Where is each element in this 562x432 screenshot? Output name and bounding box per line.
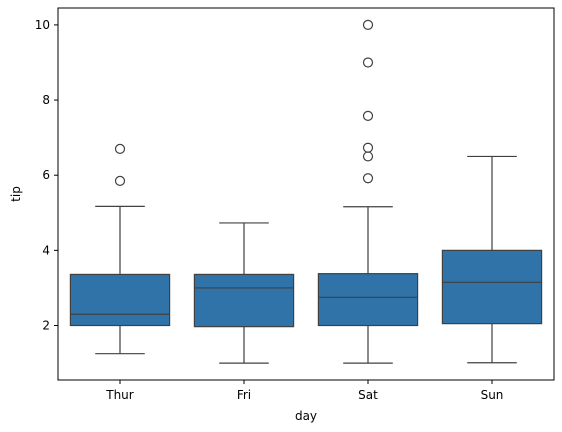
outlier-point xyxy=(362,110,374,121)
y-tick-label: 8 xyxy=(42,93,50,107)
y-axis-label: tip xyxy=(9,186,23,202)
axes-frame xyxy=(57,7,555,381)
box-group-fri xyxy=(193,222,295,364)
outlier-point xyxy=(362,57,374,68)
box-fri xyxy=(193,273,295,328)
box-sun xyxy=(441,249,543,325)
y-tick-label: 6 xyxy=(42,168,50,182)
axes: 2 4 6 8 10 Thur Fri Sat Sun xyxy=(35,18,504,402)
box-group-sun xyxy=(441,155,543,364)
x-tick-label: Sat xyxy=(358,388,378,402)
box-thur xyxy=(69,273,171,327)
box-sat xyxy=(317,273,419,327)
outlier-point xyxy=(362,19,374,31)
plot-area xyxy=(69,19,543,364)
box-group-sat xyxy=(317,19,419,364)
x-tick-label: Sun xyxy=(481,388,504,402)
x-tick-label: Thur xyxy=(105,388,134,402)
y-tick-label: 4 xyxy=(42,243,50,257)
box-group-thur xyxy=(69,143,171,355)
outlier-point xyxy=(362,142,374,153)
x-axis-label: day xyxy=(295,409,317,423)
y-tick-label: 2 xyxy=(42,319,50,333)
x-tick-label: Fri xyxy=(237,388,251,402)
y-tick-label: 10 xyxy=(35,18,50,32)
outlier-point xyxy=(362,151,374,162)
outlier-point xyxy=(114,175,126,186)
outlier-point xyxy=(114,143,126,155)
outlier-point xyxy=(362,173,374,184)
